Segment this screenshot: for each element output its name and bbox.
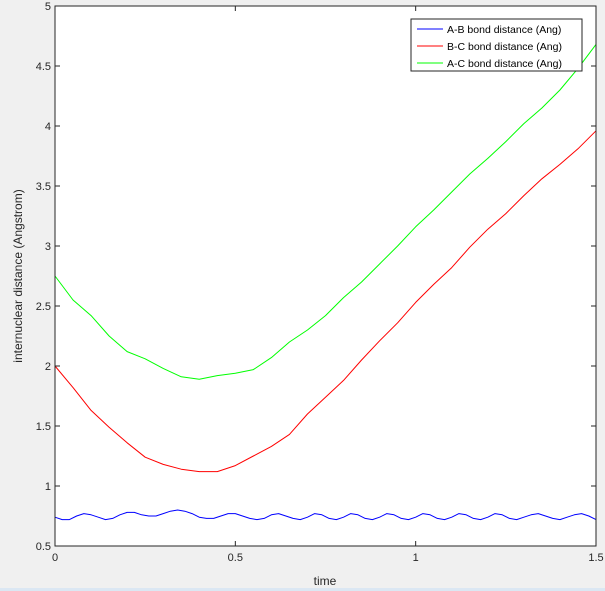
- x-axis-label: time: [314, 574, 337, 588]
- series-line-2: [54, 130, 597, 473]
- ticks-layer: 0 0.5 1 1.50.511.522.533.544.55: [36, 1, 604, 564]
- legend-box: [410, 18, 583, 72]
- axes-box: [54, 5, 597, 547]
- x-tick-label: 0: [52, 552, 58, 564]
- series-layer: [54, 44, 597, 521]
- y-tick-label: 4: [45, 121, 51, 133]
- legend-entry-3: A-C bond distance (Ang): [447, 58, 562, 70]
- y-axis-label: internuclear distance (Angstrom): [11, 189, 25, 362]
- legend-entry-1: A-B bond distance (Ang): [447, 24, 561, 36]
- y-tick-label: 4.5: [36, 61, 51, 73]
- x-tick-label: 1.5: [588, 552, 603, 564]
- y-tick-label: 3.5: [36, 181, 51, 193]
- y-tick-label: 1.5: [36, 421, 51, 433]
- y-tick-label: 3: [45, 241, 51, 253]
- legend-entry-2: B-C bond distance (Ang): [447, 41, 562, 53]
- y-tick-label: 2.5: [36, 301, 51, 313]
- y-tick-label: 5: [45, 1, 51, 13]
- y-tick-label: 1: [45, 481, 51, 493]
- x-tick-label: 0.5: [228, 552, 243, 564]
- series-line-1: [54, 509, 597, 521]
- y-tick-label: 0.5: [36, 541, 51, 553]
- legend: A-B bond distance (Ang) B-C bond distance…: [410, 18, 583, 72]
- plot-area: [55, 6, 596, 546]
- y-tick-label: 2: [45, 361, 51, 373]
- x-tick-label: 1: [413, 552, 419, 564]
- series-line-3: [54, 44, 597, 380]
- window-bottom-edge: [0, 588, 605, 591]
